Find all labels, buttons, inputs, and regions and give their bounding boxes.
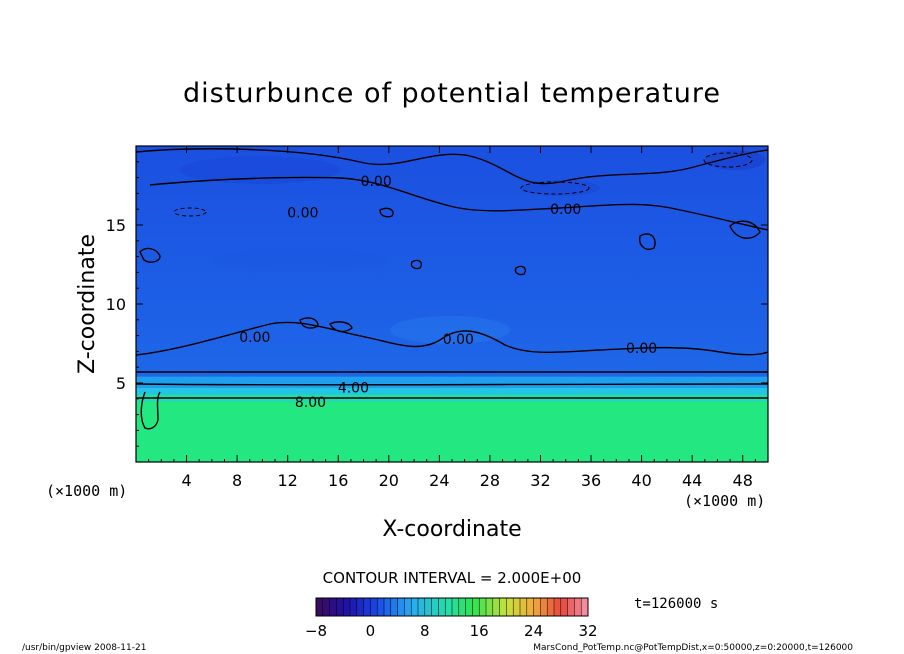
colorbar-frame [315,597,589,617]
colorbar-segment [377,598,385,616]
colorbar-segment [390,598,398,616]
colorbar-segment [465,598,473,616]
footer-right: MarsCond_PotTemp.nc@PotTempDist,x=0:5000… [533,643,853,653]
colorbar-segment [472,598,480,616]
colorbar-segment [486,598,494,616]
colorbar-segment [574,598,582,616]
contour-label: 0.00 [443,332,474,348]
colorbar-segment [452,598,460,616]
colorbar-tick-label: 8 [420,622,430,640]
contour-interval-label: CONTOUR INTERVAL = 2.000E+00 [323,569,582,587]
contour-label: 8.00 [295,395,326,411]
colorbar-segment [350,598,358,616]
contour-label: 0.00 [626,341,657,357]
colorbar-segment [479,598,487,616]
x-tick-label: 44 [682,471,702,490]
colorbar-segment [458,598,466,616]
contour-label: 0.00 [550,202,581,218]
colorbar-segment [513,598,521,616]
colorbar-segment [581,598,589,616]
x-tick-label: 48 [733,471,753,490]
contour-labels: 0.00 0.00 0.00 0.00 0.00 0.00 4.00 8.00 [239,174,657,411]
field-region-2 [136,387,768,395]
time-label: t=126000 s [634,596,718,612]
colorbar-segment [526,598,534,616]
colorbar-segment [316,598,324,616]
x-tick-label: 24 [429,471,449,490]
colorbar-tick-label: 16 [470,622,489,640]
colorbar-segment [336,598,344,616]
colorbar-segment [356,598,364,616]
colorbar-segment [438,598,446,616]
colorbar-segment [343,598,351,616]
colorbar-segment [404,598,412,616]
field-regions [136,376,768,462]
x-units-right: (×1000 m) [684,492,765,510]
y-axis-label: Z-coordinate [75,234,100,374]
colorbar-segment [322,598,330,616]
colorbar-segment [547,598,555,616]
colorbar-segment [540,598,548,616]
x-axis-label: X-coordinate [382,517,521,542]
colorbar-segment [445,598,453,616]
colorbar-segment [431,598,439,616]
x-tick-label: 16 [328,471,348,490]
colorbar-segment [533,598,541,616]
colorbar-segment [418,598,426,616]
colorbar-segment [424,598,432,616]
colorbar-segment [520,598,528,616]
colorbar-segment [384,598,392,616]
colorbar-segment [329,598,337,616]
colorbar-segment [397,598,405,616]
contour-label: 0.00 [287,205,318,221]
colorbar-tick-label: −8 [305,622,327,640]
colorbar-segment [499,598,507,616]
x-tick-label: 12 [278,471,298,490]
colorbar: −8 0 8 16 24 32 [305,597,598,640]
colorbar-tick-label: 24 [524,622,543,640]
contour-label: 0.00 [239,330,270,346]
colorbar-segment [363,598,371,616]
x-tick-label: 4 [181,471,191,490]
y-tick-label: 5 [116,374,126,393]
y-tick-label: 15 [106,216,126,235]
colorbar-tick-label: 32 [578,622,597,640]
x-tick-label: 8 [232,471,242,490]
colorbar-segment [411,598,419,616]
x-units-left: (×1000 m) [46,482,127,500]
x-tick-label: 28 [480,471,500,490]
colorbar-tick-label: 0 [366,622,376,640]
chart-title: disturbunce of potential temperature [183,78,721,109]
field-region-0 [136,401,768,462]
plot-area: 0.00 0.00 0.00 0.00 0.00 0.00 4.00 8.00 [136,146,768,462]
contour-label: 0.00 [361,174,392,190]
colorbar-segment [567,598,575,616]
colorbar-segment [492,598,500,616]
x-tick-label: 36 [581,471,601,490]
x-tick-label: 40 [631,471,651,490]
x-tick-label: 20 [379,471,399,490]
footer-left: /usr/bin/gpview 2008-11-21 [22,643,146,653]
colorbar-segment [506,598,514,616]
colorbar-segment [554,598,562,616]
y-tick-label: 10 [106,295,126,314]
colorbar-segment [560,598,568,616]
contour-label: 4.00 [338,381,369,397]
colorbar-segment [370,598,378,616]
x-tick-label: 32 [530,471,550,490]
field-region-3 [136,376,768,388]
